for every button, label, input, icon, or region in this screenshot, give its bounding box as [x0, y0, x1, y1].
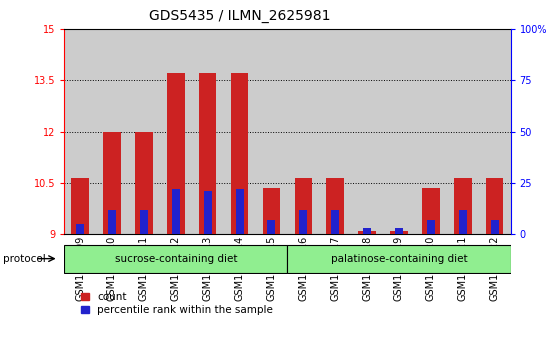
Bar — [395, 228, 403, 234]
Bar — [256, 29, 287, 234]
Bar — [167, 73, 185, 234]
Bar — [479, 29, 511, 234]
Bar — [363, 228, 371, 234]
Bar — [447, 29, 479, 234]
Bar — [490, 220, 499, 234]
Bar — [390, 231, 408, 234]
Bar — [135, 132, 153, 234]
Text: palatinose-containing diet: palatinose-containing diet — [331, 254, 467, 264]
Bar — [415, 29, 447, 234]
FancyBboxPatch shape — [64, 245, 287, 273]
Bar — [172, 189, 180, 234]
Bar — [71, 178, 89, 234]
Bar — [295, 178, 312, 234]
Bar — [326, 178, 344, 234]
Bar — [96, 29, 128, 234]
Bar — [263, 188, 280, 234]
Bar — [299, 209, 307, 234]
Bar — [427, 220, 435, 234]
Bar — [351, 29, 383, 234]
Bar — [383, 29, 415, 234]
Bar — [199, 73, 217, 234]
Bar — [64, 29, 96, 234]
Legend: count, percentile rank within the sample: count, percentile rank within the sample — [80, 292, 273, 315]
Bar — [160, 29, 192, 234]
Bar — [422, 188, 440, 234]
Bar — [287, 29, 319, 234]
Text: sucrose-containing diet: sucrose-containing diet — [114, 254, 237, 264]
Bar — [224, 29, 256, 234]
Bar — [319, 29, 351, 234]
Bar — [103, 132, 121, 234]
Bar — [454, 178, 472, 234]
Text: protocol: protocol — [3, 254, 46, 264]
Bar — [108, 209, 116, 234]
FancyBboxPatch shape — [287, 245, 511, 273]
Bar — [128, 29, 160, 234]
Bar — [486, 178, 503, 234]
Bar — [140, 209, 148, 234]
Bar — [331, 209, 339, 234]
Bar — [459, 209, 466, 234]
Bar — [192, 29, 224, 234]
Bar — [204, 191, 211, 234]
Bar — [267, 220, 276, 234]
Bar — [358, 231, 376, 234]
Bar — [76, 224, 84, 234]
Bar — [231, 73, 248, 234]
Bar — [235, 189, 243, 234]
Text: GDS5435 / ILMN_2625981: GDS5435 / ILMN_2625981 — [149, 9, 331, 23]
